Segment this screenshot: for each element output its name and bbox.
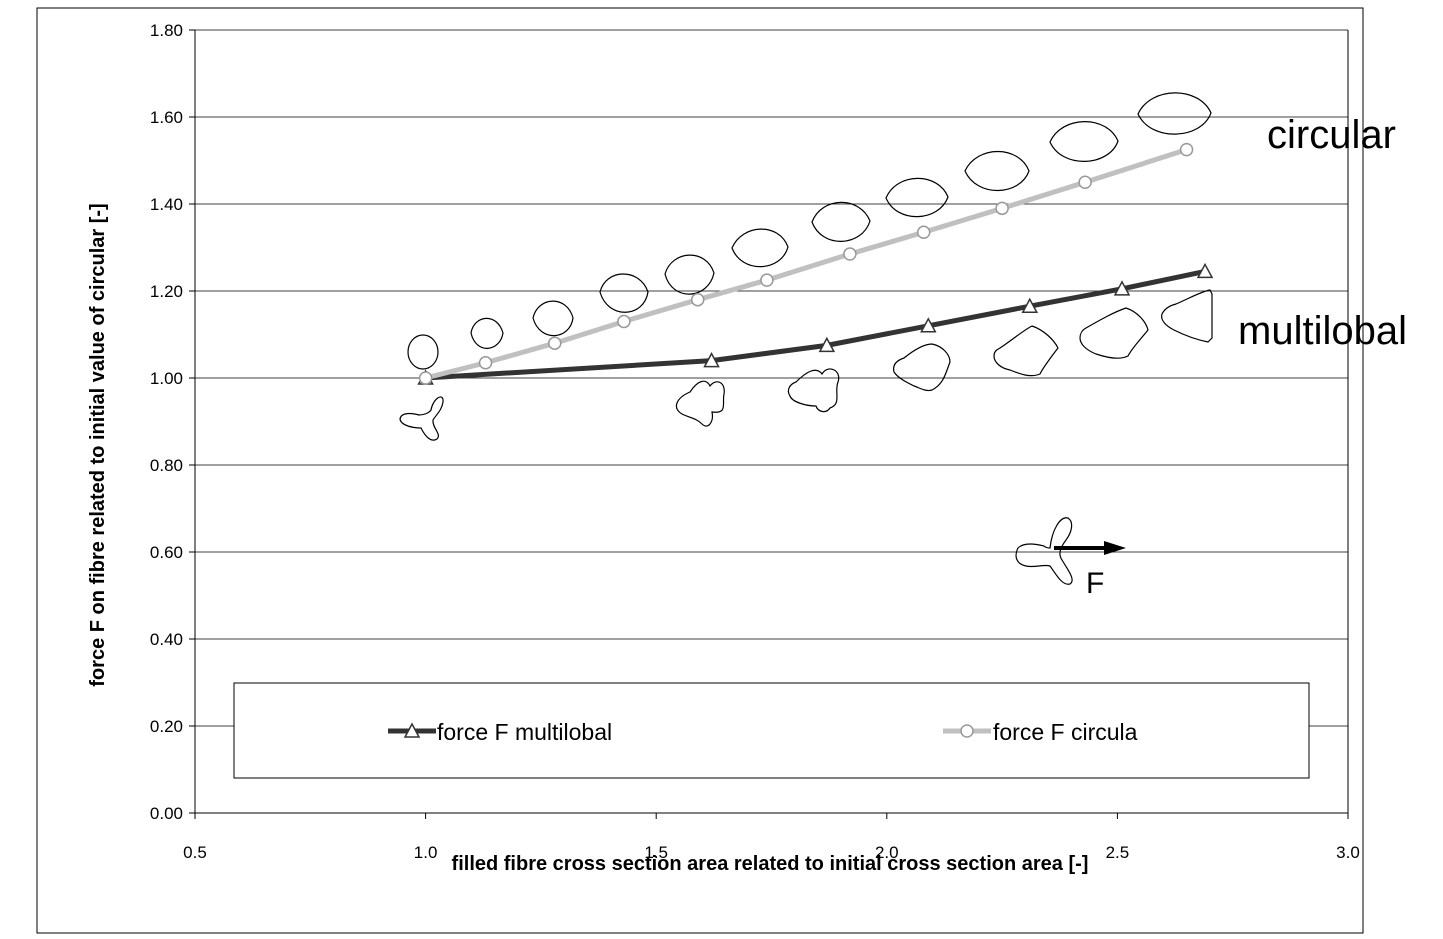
series-0-point-3 — [920, 317, 937, 333]
axis-ticks: 0.00 0.20 0.40 0.60 0.80 1.00 1.20 1.40 1.60 1.80… — [150, 21, 1360, 862]
series-1-point-4 — [690, 292, 705, 307]
y-tick-label-0: 0.00 — [150, 804, 183, 823]
series-1-point-3 — [617, 314, 631, 329]
y-tick-label-4: 0.80 — [150, 456, 183, 475]
lens-shape-icon — [964, 150, 1030, 192]
legend-label-circular: force F circula — [993, 719, 1138, 745]
lobed-shape-icon — [993, 325, 1059, 377]
trilobal-force-shape-icon — [1015, 517, 1073, 585]
y-tick-label-9: 1.80 — [150, 21, 183, 40]
lens-shape-icon — [664, 254, 715, 295]
x-axis-title: filled fibre cross section area related … — [452, 853, 1089, 875]
circle-shape-icon — [407, 334, 439, 370]
lens-shape-icon — [470, 317, 504, 349]
y-tick-label-6: 1.20 — [150, 282, 183, 301]
series-0-point-2 — [818, 336, 836, 353]
x-tick-label-2: 1.5 — [644, 843, 668, 862]
chart-outer-border — [36, 7, 1364, 934]
series-1-point-9 — [1078, 175, 1092, 189]
series-1-point-8 — [995, 201, 1009, 216]
series-0-point-6 — [1196, 262, 1214, 279]
lens-shape-icon — [599, 273, 649, 313]
y-tick-label-3: 0.60 — [150, 543, 183, 562]
legend-marker-circular — [960, 724, 974, 738]
fibre-shape-decorations — [399, 92, 1213, 585]
lens-shape-icon — [885, 177, 949, 218]
legend-label-multilobal: force F multilobal — [437, 719, 612, 745]
annotation-force-f: F — [1086, 567, 1104, 600]
lens-shape-icon — [811, 201, 871, 242]
y-tick-label-8: 1.60 — [150, 108, 183, 127]
lobed-shape-icon — [1079, 307, 1149, 359]
x-tick-label-4: 2.5 — [1106, 843, 1130, 862]
lens-shape-icon — [731, 228, 789, 268]
y-tick-label-5: 1.00 — [150, 369, 183, 388]
lobed-shape-icon — [893, 343, 951, 392]
series-1-point-1 — [478, 356, 493, 370]
annotation-multilobal: multilobal — [1238, 309, 1407, 353]
force-arrow-icon — [1104, 541, 1126, 555]
series-1-point-6 — [843, 247, 857, 261]
y-tick-label-7: 1.40 — [150, 195, 183, 214]
x-tick-label-5: 3.0 — [1336, 843, 1360, 862]
y-axis-title: force F on fibre related to initial valu… — [87, 203, 109, 686]
lens-shape-icon — [1049, 121, 1119, 162]
y-tick-label-2: 0.40 — [150, 630, 183, 649]
series-0-point-1 — [703, 352, 720, 368]
lens-shape-icon — [532, 300, 574, 337]
x-tick-label-3: 2.0 — [875, 843, 899, 862]
y-tick-label-1: 0.20 — [150, 717, 183, 736]
series-1-point-5 — [760, 273, 774, 287]
lens-shape-icon — [1137, 92, 1212, 135]
series-group — [417, 142, 1214, 385]
series-1-point-0 — [418, 371, 433, 385]
series-0-point-5 — [1113, 280, 1131, 296]
annotation-circular: circular — [1267, 113, 1396, 157]
series-1-point-10 — [1179, 142, 1194, 157]
series-0-point-4 — [1021, 297, 1039, 313]
trilobal-shape-icon — [399, 396, 444, 441]
lobed-shape-icon — [675, 380, 725, 427]
lobed-shape-icon — [787, 368, 840, 413]
lobed-shape-icon — [1161, 289, 1213, 343]
series-1-point-7 — [916, 225, 931, 240]
x-tick-label-0: 0.5 — [183, 843, 207, 862]
plot-area-frame — [194, 30, 1349, 814]
x-tick-label-1: 1.0 — [414, 843, 438, 862]
series-1-point-2 — [547, 336, 562, 350]
legend-marker-multilobal — [403, 722, 421, 738]
